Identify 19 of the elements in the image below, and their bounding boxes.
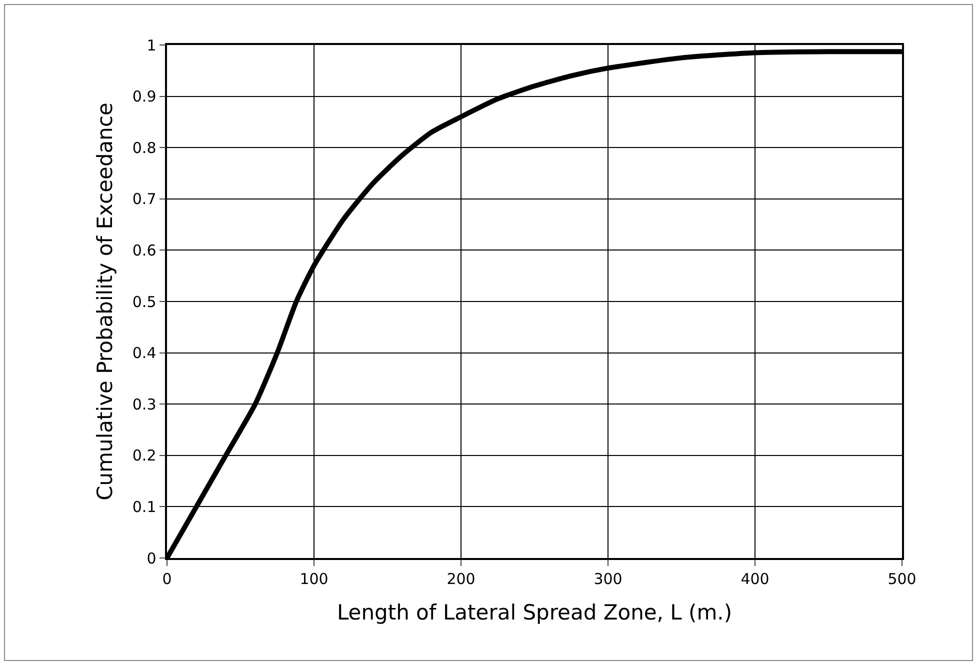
x-tick-label: 500 <box>888 570 916 588</box>
y-tick-label: 0.1 <box>132 498 156 516</box>
x-tick-label: 200 <box>446 570 476 588</box>
x-tick-label: 400 <box>740 570 770 588</box>
y-tick-label: 1 <box>146 36 156 54</box>
y-tick-label: 0 <box>146 549 156 568</box>
x-tick-label: 100 <box>300 570 328 588</box>
y-tick-label: 0.2 <box>132 446 156 465</box>
x-tick-label: 0 <box>162 570 172 588</box>
y-tick-label: 0.6 <box>132 241 156 260</box>
y-axis-title: Cumulative Probability of Exceedance <box>93 102 118 500</box>
y-tick-label: 0.5 <box>132 292 156 311</box>
x-tick-label: 300 <box>594 570 622 588</box>
y-tick-label: 0.9 <box>132 88 156 106</box>
y-tick-label: 0.3 <box>132 395 156 414</box>
y-tick-label: 0.4 <box>132 344 156 362</box>
y-tick-label: 0.8 <box>132 138 156 157</box>
y-tick-label: 0.7 <box>132 190 156 208</box>
x-axis-title: Length of Lateral Spread Zone, L (m.) <box>336 600 732 624</box>
